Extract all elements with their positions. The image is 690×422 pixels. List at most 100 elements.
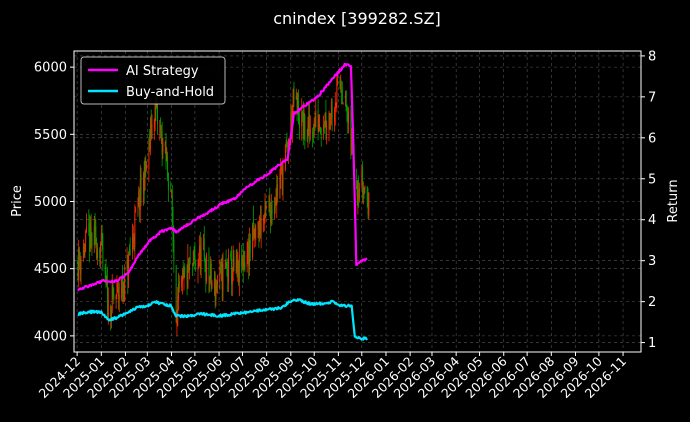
candle-body [149, 123, 151, 150]
candle-body [281, 165, 282, 171]
candle-body [162, 142, 164, 153]
candle-body [282, 166, 284, 190]
candle-body [306, 137, 308, 139]
candle-body [89, 222, 91, 249]
candle-body [291, 116, 293, 130]
candle-body [355, 181, 357, 184]
candle-body [192, 263, 193, 266]
candle-body [79, 249, 80, 260]
candle-body [165, 139, 167, 163]
candle-body [156, 104, 158, 107]
candle-body [216, 280, 218, 290]
candle-body [150, 118, 152, 139]
candle-body [205, 267, 207, 282]
candle-body [160, 130, 162, 133]
legend-buy-and-hold-label: Buy-and-Hold [126, 85, 214, 100]
candle-body [93, 226, 95, 246]
candle-body [320, 127, 321, 133]
candle-body [187, 258, 189, 288]
candlesticks [77, 72, 370, 337]
candle-body [286, 141, 288, 143]
candle-body [307, 121, 309, 137]
candle-body [238, 254, 240, 283]
candle-body [361, 173, 363, 186]
candle-body [210, 263, 212, 286]
candle-body [96, 249, 98, 259]
candle-body [302, 111, 304, 139]
candle-body [274, 204, 276, 209]
candle-body [182, 270, 184, 276]
candle-body [105, 271, 107, 283]
candle-body [328, 112, 330, 131]
candle-body [167, 173, 169, 191]
candle-body [224, 263, 226, 268]
y2-tick-label: 8 [648, 49, 656, 64]
candle-body [357, 192, 359, 201]
candle-body [313, 120, 315, 135]
candle-body [350, 110, 352, 149]
candle-body [183, 272, 185, 281]
legend: AI Strategy Buy-and-Hold [80, 56, 226, 105]
candle-body [296, 96, 298, 108]
grid [74, 51, 641, 352]
candle-body [113, 294, 115, 300]
candle-body [111, 285, 113, 311]
candle-body [260, 218, 262, 236]
y-tick-label: 4000 [34, 329, 67, 344]
candle-body [269, 197, 271, 209]
candle-body [102, 247, 104, 263]
candle-body [257, 222, 259, 228]
candle-body [161, 131, 163, 156]
candle-body [243, 263, 245, 268]
candle-body [85, 230, 87, 244]
candle-body [364, 186, 366, 190]
series-line-buy-and-hold [77, 298, 368, 341]
candle-body [197, 265, 199, 271]
candle-body [351, 139, 353, 153]
candle-body [249, 239, 251, 252]
candle-body [219, 266, 221, 280]
candle-body [77, 262, 79, 280]
candle-body [341, 88, 343, 102]
candle-body [222, 264, 224, 291]
candle-body [99, 249, 101, 258]
candle-body [347, 117, 349, 121]
candle-body [258, 226, 260, 236]
candle-body [312, 132, 314, 139]
candle-body [104, 266, 106, 269]
candle-body [345, 91, 347, 111]
candle-body [164, 142, 166, 147]
candle-body [126, 260, 128, 269]
candle-body [266, 206, 268, 208]
candle-body [323, 124, 325, 131]
candle-body [329, 114, 331, 119]
candle-body [206, 254, 208, 281]
candle-body [210, 263, 211, 281]
candle-body [100, 242, 101, 254]
candle-body [143, 175, 145, 194]
candle-body [129, 249, 131, 255]
candle-body [91, 232, 93, 246]
candle-body [366, 187, 368, 200]
candle-body [319, 125, 321, 130]
candle-body [334, 106, 336, 112]
candle-body [146, 164, 147, 169]
candle-body [309, 113, 310, 132]
candle-body [132, 236, 133, 253]
candle-body [188, 259, 190, 271]
candle-body [342, 102, 344, 104]
candle-body [138, 191, 140, 200]
candle-body [107, 279, 108, 317]
y2-tick-label: 1 [648, 336, 656, 351]
left-axis: 4000 4500 5000 5500 6000 [34, 61, 74, 344]
candle-body [326, 125, 328, 130]
candle-body [252, 224, 254, 257]
y-tick-label: 5000 [34, 195, 67, 210]
candle-body [139, 178, 141, 210]
candle-body [186, 268, 188, 284]
candle-body [88, 223, 90, 232]
y2-tick-label: 7 [648, 90, 656, 105]
candle-body [301, 112, 303, 126]
candle-body [123, 285, 125, 302]
